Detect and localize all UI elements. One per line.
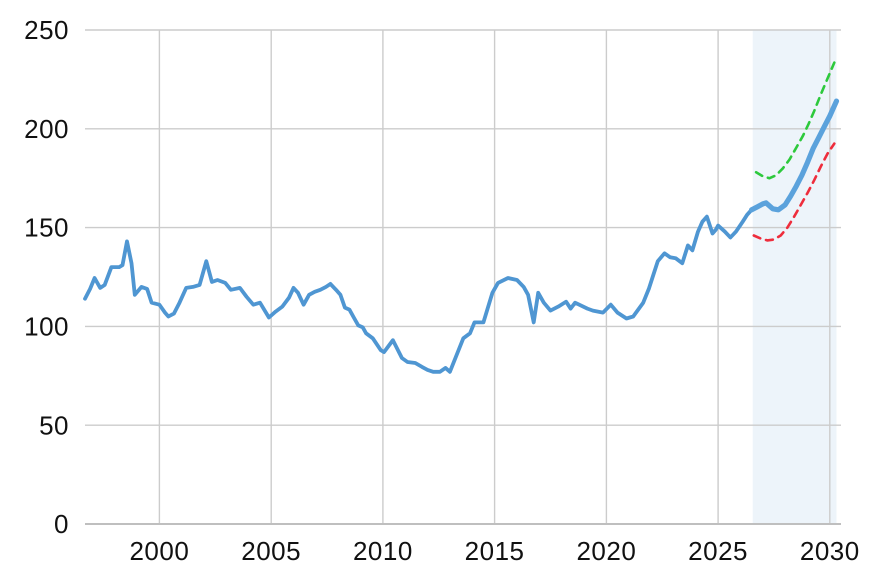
forecast-mid-line [748, 98, 840, 213]
x-tick-label: 2015 [465, 536, 525, 566]
y-tick-label: 250 [24, 15, 69, 45]
x-tick-label: 2010 [353, 536, 413, 566]
y-tick-label: 0 [54, 509, 69, 539]
x-tick-label: 2030 [800, 536, 860, 566]
y-tick-label: 200 [24, 114, 69, 144]
y-tick-label: 150 [24, 213, 69, 243]
x-tick-label: 2025 [688, 536, 748, 566]
y-tick-label: 100 [24, 312, 69, 342]
x-tick-label: 2000 [129, 536, 189, 566]
y-tick-label: 50 [39, 410, 69, 440]
forecast-band [752, 30, 837, 524]
forecast-lower-line [752, 142, 836, 242]
x-tick-label: 2020 [576, 536, 636, 566]
historical-line [83, 207, 754, 374]
x-tick-label: 2005 [241, 536, 301, 566]
forecast-upper-line [754, 61, 836, 180]
